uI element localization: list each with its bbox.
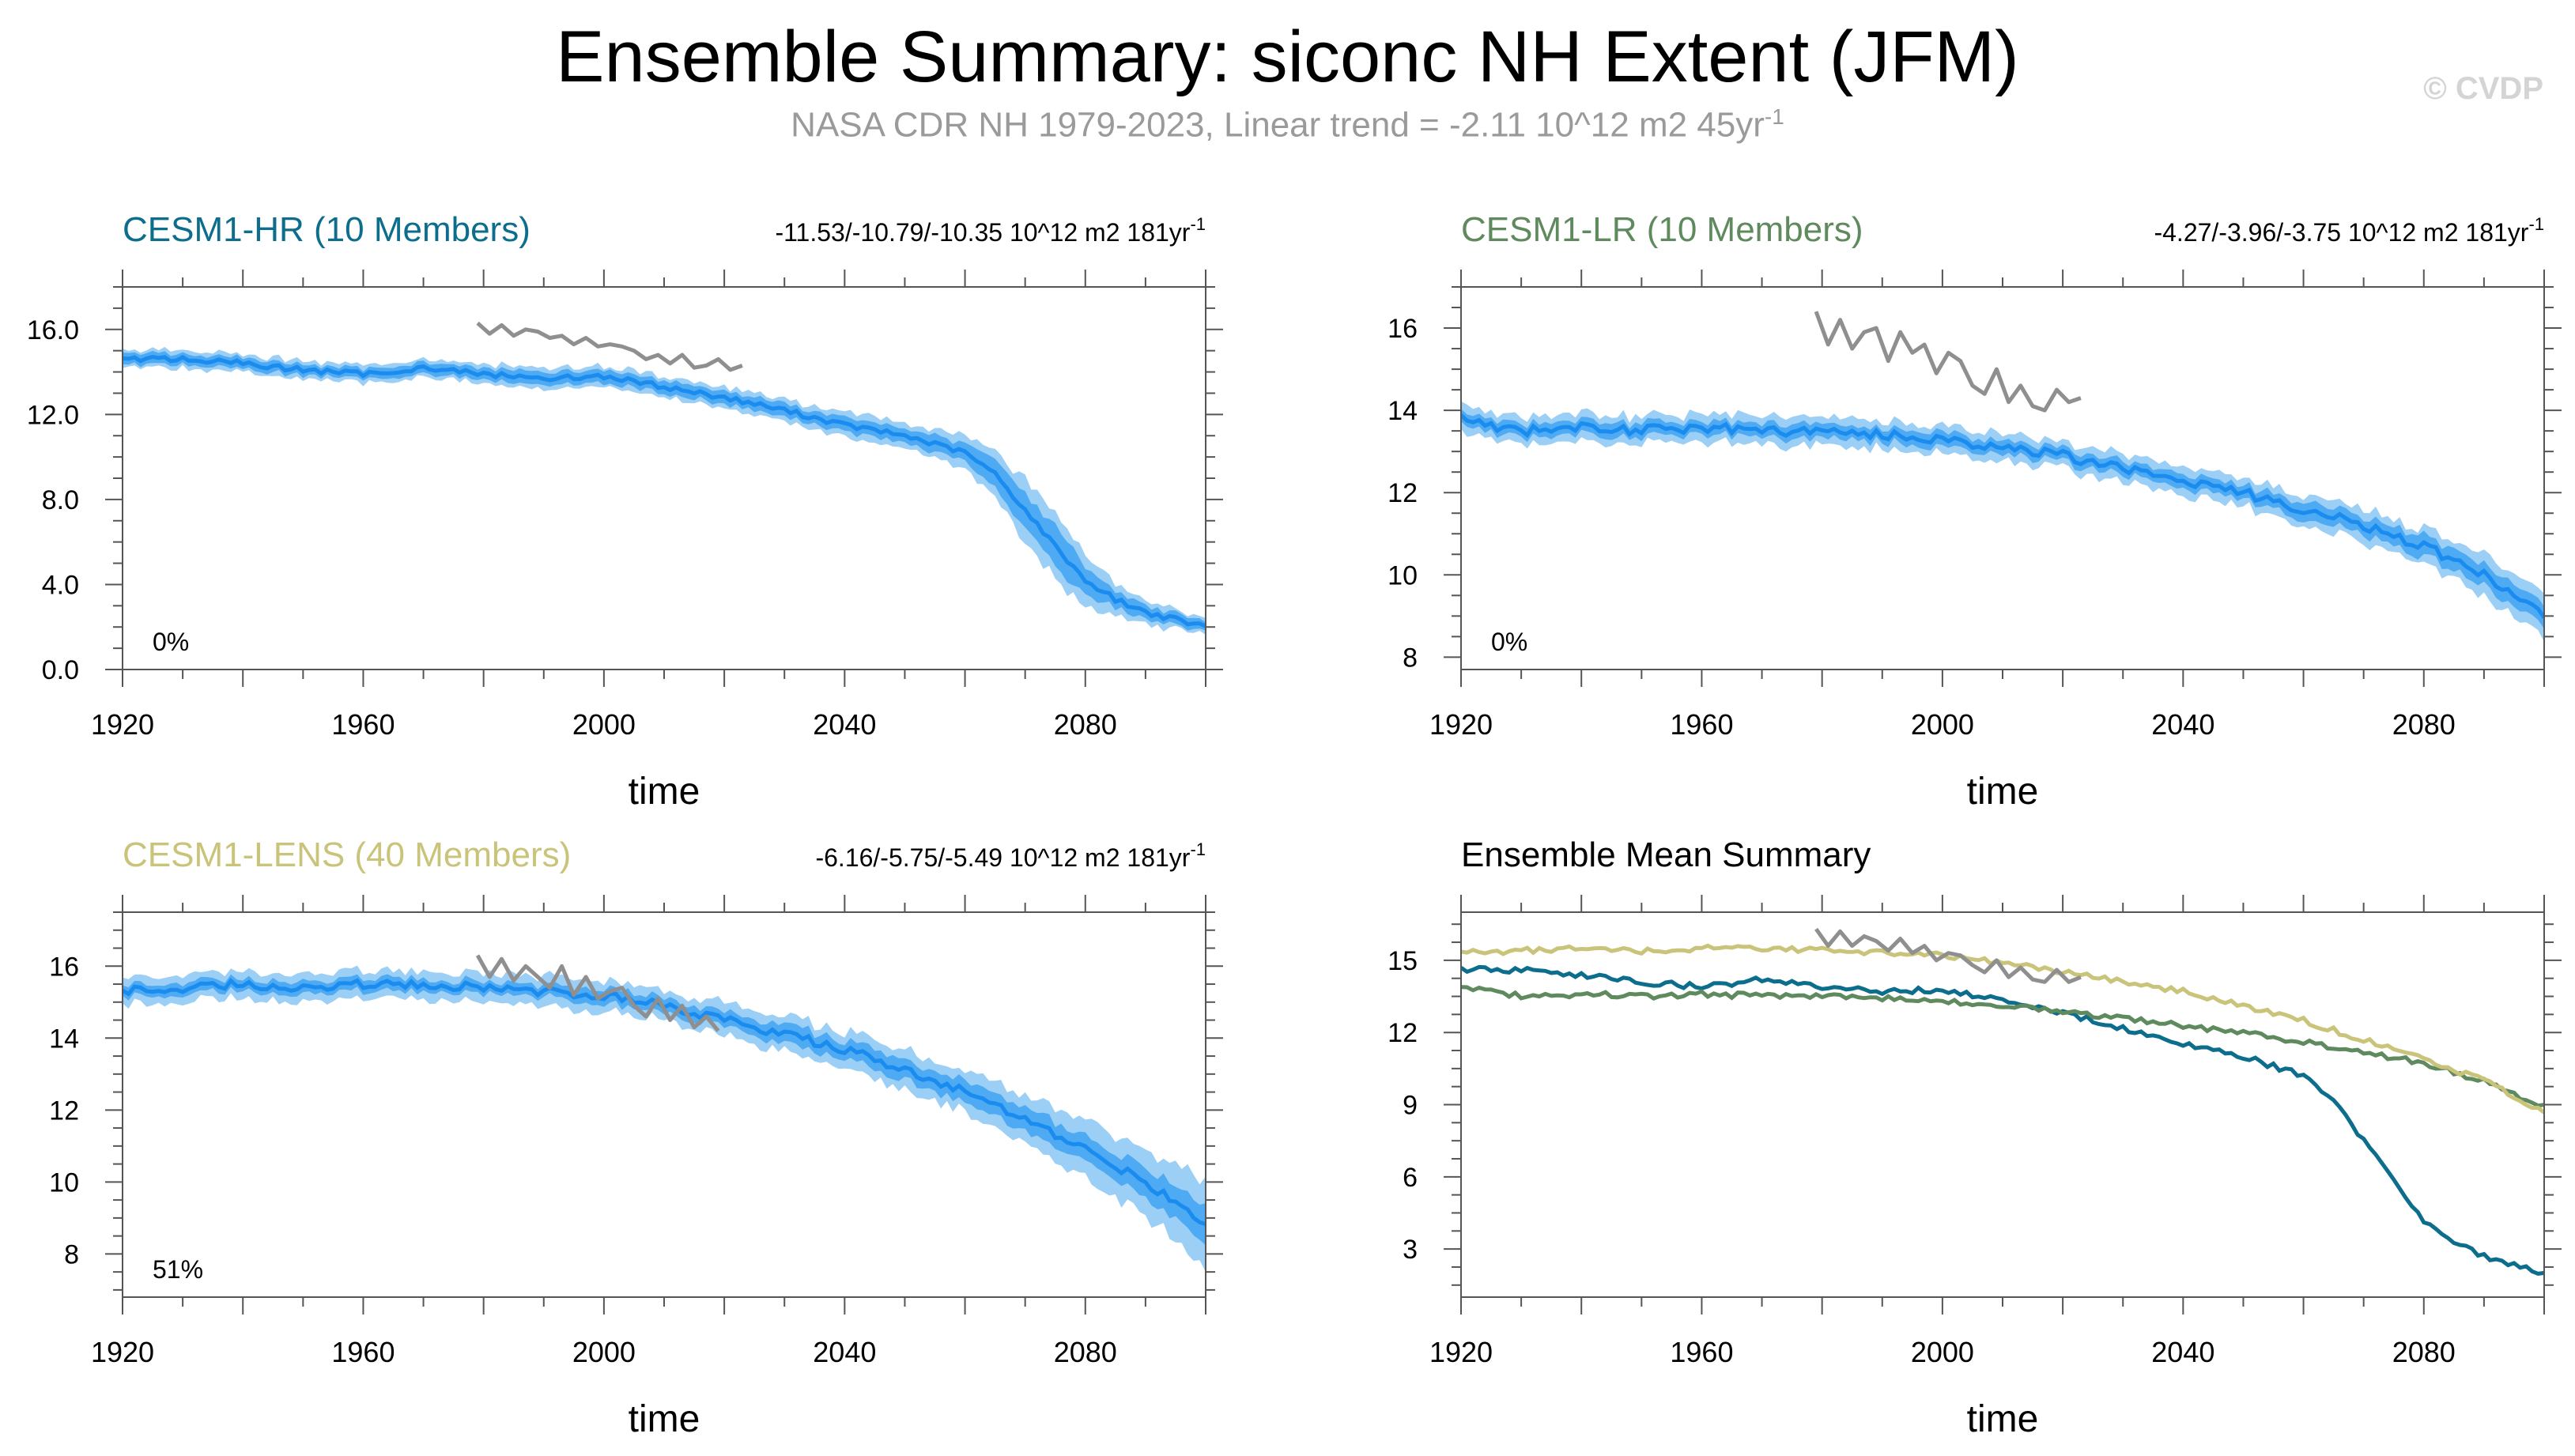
- ensemble-inner-range: [123, 974, 1206, 1246]
- trend-stats-superscript: -1: [1190, 839, 1206, 859]
- x-tick-label: 1920: [91, 1336, 154, 1368]
- main-title: Ensemble Summary: siconc NH Extent (JFM): [556, 17, 2019, 97]
- x-tick-label: 2080: [1054, 708, 1117, 741]
- x-tick-label: 1960: [331, 1336, 395, 1368]
- subtitle: NASA CDR NH 1979-2023, Linear trend = -2…: [0, 104, 2575, 145]
- trend-stats-text: -11.53/-10.79/-10.35 10^12 m2 181yr: [775, 218, 1190, 247]
- x-tick-label: 2000: [572, 1336, 636, 1368]
- y-tick-label: 14: [49, 1024, 79, 1054]
- y-tick-label: 12: [1388, 1018, 1418, 1048]
- x-tick-label: 1920: [1429, 708, 1493, 741]
- ensemble-outer-range: [123, 346, 1206, 635]
- x-tick-label: 2080: [1054, 1336, 1117, 1368]
- y-tick-label: 16: [1388, 314, 1418, 344]
- panel-title: Ensemble Mean Summary: [1461, 836, 1871, 874]
- plot-frame: [1460, 286, 2545, 670]
- y-tick-label: 4.0: [42, 570, 79, 600]
- trend-stats: -11.53/-10.79/-10.35 10^12 m2 181yr-1: [775, 214, 1206, 247]
- subtitle-text: NASA CDR NH 1979-2023, Linear trend = -2…: [791, 105, 1765, 145]
- observations-line: [1814, 927, 2082, 984]
- ensemble-mean-line: [1461, 413, 2544, 619]
- panel-title: CESM1-LR (10 Members): [1461, 210, 1863, 249]
- x-axis-label: time: [629, 1398, 700, 1440]
- panel-top-right: CESM1-LR (10 Members) -4.27/-3.96/-3.75 1…: [1388, 210, 2562, 813]
- x-tick-label: 1960: [1670, 708, 1733, 741]
- series-line-cesm1-lens: [1461, 943, 2544, 1115]
- observations-line: [475, 954, 720, 1032]
- trend-stats-text: -6.16/-5.75/-5.49 10^12 m2 181yr: [815, 843, 1190, 872]
- ensemble-outer-range: [1461, 401, 2544, 642]
- y-tick-label: 16.0: [27, 315, 79, 345]
- x-tick-label: 2080: [2392, 708, 2456, 741]
- percent-label: 0%: [1491, 628, 1527, 656]
- y-tick-label: 14: [1388, 396, 1418, 426]
- ensemble-mean-line: [123, 354, 1206, 628]
- subtitle-superscript: -1: [1764, 104, 1784, 129]
- trend-stats-text: -4.27/-3.96/-3.75 10^12 m2 181yr: [2154, 218, 2528, 247]
- plot-frame: [122, 286, 1206, 670]
- y-tick-label: 8: [64, 1239, 79, 1269]
- x-tick-label: 1960: [331, 708, 395, 741]
- plot-area: [123, 954, 1206, 1273]
- plot-area: [123, 321, 1206, 635]
- series-line-cesm1-hr: [1461, 964, 2544, 1276]
- x-tick-label: 2080: [2392, 1336, 2456, 1368]
- panel-bottom-right: Ensemble Mean Summary 3 6 9 12 15 1920 1960 2000…: [1388, 836, 2562, 1440]
- x-tick-label: 2000: [572, 708, 636, 741]
- y-tick-label: 15: [1388, 946, 1418, 976]
- observations-line: [1814, 311, 2082, 413]
- y-tick-label: 12: [49, 1096, 79, 1126]
- x-tick-label: 1920: [91, 708, 154, 741]
- x-axis-label: time: [629, 771, 700, 813]
- x-tick-label: 2040: [2151, 1336, 2214, 1368]
- x-tick-label: 2040: [2151, 708, 2214, 741]
- x-axis-label: time: [1967, 771, 2039, 813]
- plot-area: [1461, 311, 2544, 642]
- ensemble-inner-range: [123, 350, 1206, 631]
- panel-top-left: CESM1-HR (10 Members) -11.53/-10.79/-10.3…: [27, 210, 1223, 813]
- y-tick-label: 0.0: [42, 655, 79, 685]
- y-tick-label: 16: [49, 952, 79, 982]
- y-tick-label: 8: [1403, 643, 1418, 673]
- x-axis-label: time: [1967, 1398, 2039, 1440]
- panel-title: CESM1-LENS (40 Members): [123, 836, 571, 874]
- y-tick-label: 12.0: [27, 400, 79, 430]
- watermark: © CVDP: [2423, 71, 2543, 106]
- panel-title: CESM1-HR (10 Members): [123, 210, 530, 249]
- y-tick-label: 6: [1403, 1163, 1418, 1193]
- y-tick-label: 12: [1388, 478, 1418, 508]
- x-tick-label: 2000: [1911, 708, 1974, 741]
- y-tick-label: 3: [1403, 1235, 1418, 1265]
- x-tick-label: 1960: [1670, 1336, 1733, 1368]
- x-tick-label: 2040: [813, 708, 876, 741]
- x-tick-label: 2040: [813, 1336, 876, 1368]
- trend-stats-superscript: -1: [2528, 214, 2544, 234]
- plot-area: [1461, 927, 2544, 1276]
- ensemble-outer-range: [123, 965, 1206, 1273]
- y-tick-label: 10: [1388, 560, 1418, 590]
- y-tick-label: 8.0: [42, 485, 79, 515]
- panel-bottom-left: CESM1-LENS (40 Members) -6.16/-5.75/-5.49…: [49, 836, 1223, 1440]
- observations-line: [476, 321, 743, 372]
- x-tick-label: 1920: [1429, 1336, 1493, 1368]
- percent-label: 51%: [153, 1255, 203, 1284]
- series-line-cesm1-lr: [1461, 985, 2544, 1108]
- trend-stats-superscript: -1: [1190, 214, 1206, 234]
- y-tick-label: 9: [1403, 1091, 1418, 1121]
- percent-label: 0%: [153, 628, 189, 656]
- trend-stats: -6.16/-5.75/-5.49 10^12 m2 181yr-1: [815, 839, 1206, 872]
- x-tick-label: 2000: [1911, 1336, 1974, 1368]
- trend-stats: -4.27/-3.96/-3.75 10^12 m2 181yr-1: [2154, 214, 2544, 247]
- y-tick-label: 10: [49, 1167, 79, 1198]
